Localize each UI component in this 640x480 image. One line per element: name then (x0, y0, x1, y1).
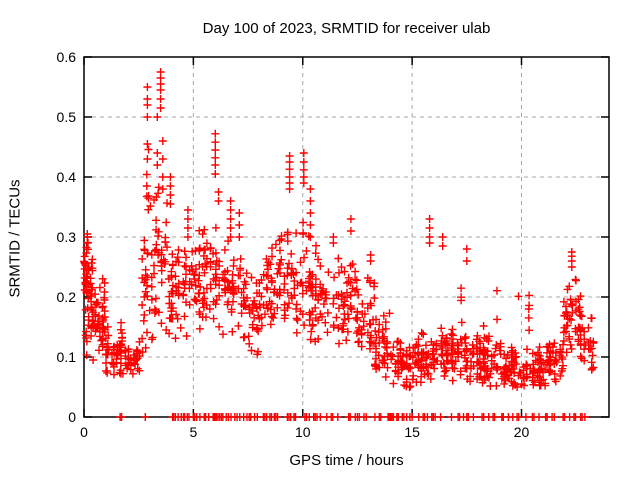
x-tick-label: 20 (514, 424, 530, 440)
y-tick-label: 0.5 (57, 109, 77, 125)
y-tick-label: 0.3 (57, 229, 77, 245)
y-tick-label: 0.6 (57, 49, 77, 65)
x-tick-label: 0 (80, 424, 88, 440)
y-tick-label: 0.2 (57, 289, 77, 305)
x-tick-label: 15 (404, 424, 420, 440)
data-points (80, 68, 597, 421)
scatter-plot: 0 5 10 15 20 0 0.1 0.2 0.3 0.4 0.5 0.6 (0, 0, 640, 480)
x-tick-label: 5 (189, 424, 197, 440)
chart-figure: Day 100 of 2023, SRMTID for receiver ula… (0, 0, 640, 480)
y-tick-label: 0.1 (57, 349, 77, 365)
x-tick-label: 10 (295, 424, 311, 440)
y-tick-label: 0 (68, 409, 76, 425)
y-tick-label: 0.4 (57, 169, 77, 185)
